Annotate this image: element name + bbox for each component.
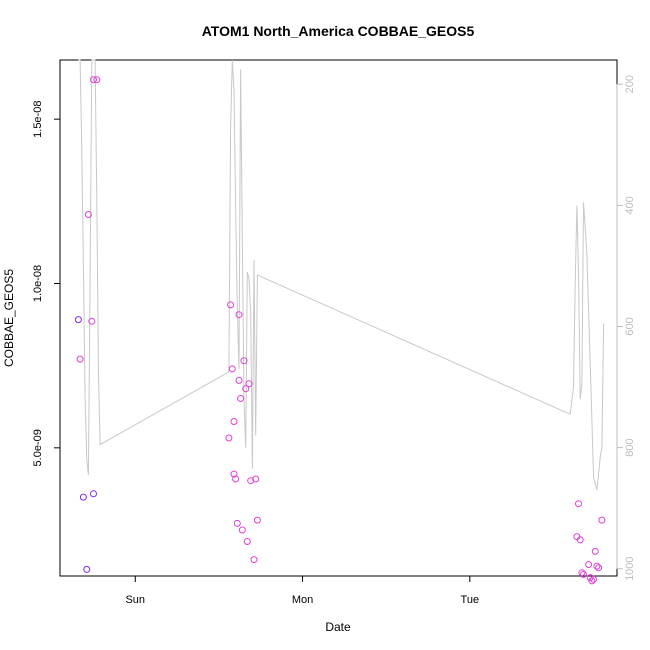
data-point xyxy=(225,434,233,442)
y-tick-label: 1.0e-08 xyxy=(32,265,44,302)
data-point xyxy=(93,76,101,84)
y-tick-label: 5.0e-09 xyxy=(32,429,44,466)
data-point xyxy=(235,311,243,319)
x-tick-label: Tue xyxy=(461,594,480,606)
data-point xyxy=(576,536,584,544)
data-point xyxy=(230,470,238,478)
data-point xyxy=(232,475,240,483)
data-point xyxy=(595,564,603,572)
series-line-group xyxy=(78,59,605,491)
data-point xyxy=(76,355,84,363)
y-right-tick-label: 400 xyxy=(624,196,636,214)
data-point xyxy=(245,380,253,388)
data-point xyxy=(90,490,97,498)
y-axis-label: COBBAE_GEOS5 xyxy=(2,269,16,367)
data-point xyxy=(250,556,258,564)
data-point xyxy=(578,569,586,577)
data-point xyxy=(588,577,596,585)
y-axis-left: 5.0e-09 1.0e-08 1.5e-08 xyxy=(32,101,61,466)
data-point xyxy=(83,565,91,573)
data-point xyxy=(243,538,251,545)
data-point xyxy=(575,500,582,508)
y-right-tick-label: 600 xyxy=(624,317,636,335)
x-axis: Sun Mon Tue xyxy=(125,575,480,606)
data-point xyxy=(580,570,587,578)
data-point xyxy=(593,562,601,570)
data-point xyxy=(585,561,593,568)
series-line xyxy=(78,59,605,491)
y-axis-right: 200 400 600 800 1000 xyxy=(616,75,636,581)
data-point xyxy=(84,211,92,218)
data-point xyxy=(237,395,245,402)
y-right-tick-label: 200 xyxy=(624,75,636,93)
plot-frame xyxy=(59,59,618,577)
data-point xyxy=(240,357,248,365)
y-right-tick-label: 800 xyxy=(624,438,636,456)
data-point xyxy=(227,301,235,309)
data-point xyxy=(598,516,606,524)
data-point xyxy=(238,526,246,534)
data-point xyxy=(228,365,236,373)
data-point xyxy=(247,477,255,485)
x-tick-label: Sun xyxy=(125,594,145,606)
data-point xyxy=(590,575,598,583)
data-point xyxy=(591,547,599,555)
data-point xyxy=(74,316,82,324)
data-point xyxy=(230,418,238,425)
data-point xyxy=(88,317,96,325)
data-point xyxy=(242,385,250,393)
y-tick-label: 1.5e-08 xyxy=(32,101,44,138)
chart-title: ATOM1 North_America COBBAE_GEOS5 xyxy=(202,23,475,39)
data-point xyxy=(233,519,241,527)
data-point xyxy=(79,493,87,501)
data-point xyxy=(252,475,260,483)
x-axis-label: Date xyxy=(325,620,351,634)
data-point xyxy=(90,76,97,84)
data-point xyxy=(253,516,261,524)
x-tick-label: Mon xyxy=(292,594,313,606)
data-point xyxy=(235,376,243,384)
series-points-group xyxy=(74,76,606,585)
y-right-tick-label: 1000 xyxy=(624,556,636,580)
data-point xyxy=(586,574,594,582)
